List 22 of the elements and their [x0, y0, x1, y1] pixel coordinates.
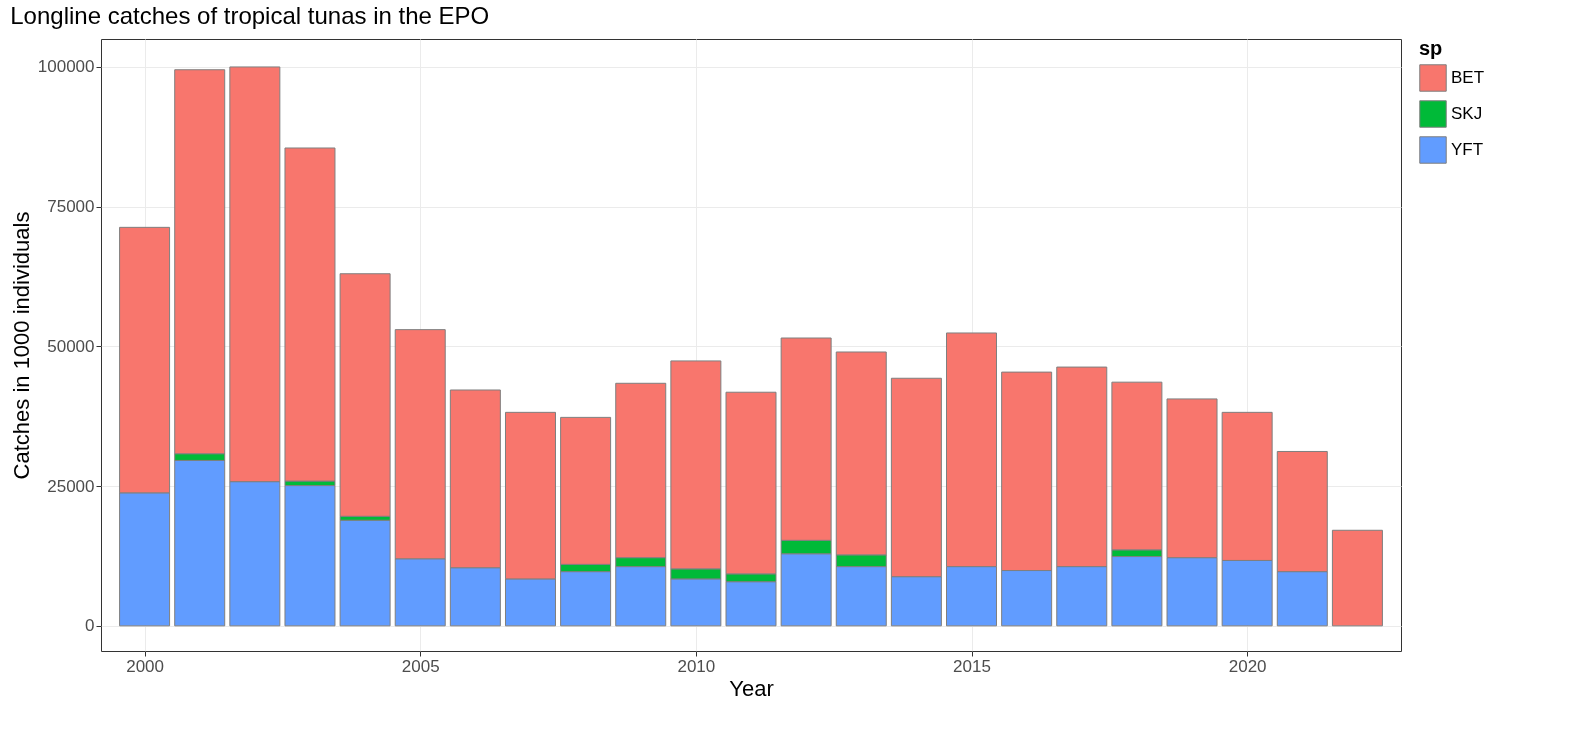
chart-title: Longline catches of tropical tunas in the EPO: [10, 2, 490, 29]
x-axis-title: Year: [729, 675, 774, 701]
legend-label: BET: [1451, 68, 1485, 87]
bar: [339, 273, 391, 517]
y-tick-label: 25000: [47, 476, 95, 496]
bar: [1331, 529, 1383, 627]
x-tick-label: 2015: [953, 656, 991, 676]
y-tick-label: 75000: [47, 197, 95, 217]
y-tick-label: 0: [85, 616, 95, 636]
legend-label: SKJ: [1451, 104, 1483, 123]
bar: [284, 485, 336, 627]
legend-label: YFT: [1451, 140, 1484, 159]
bar: [284, 147, 336, 482]
y-tick-label: 50000: [47, 336, 95, 356]
x-tick-label: 2005: [401, 656, 440, 676]
bar: [339, 519, 391, 627]
x-tick-label: 2000: [126, 656, 164, 676]
legend-title: sp: [1419, 37, 1443, 59]
y-tick-label: 100000: [37, 57, 95, 77]
x-tick-label: 2020: [1228, 656, 1267, 676]
y-axis-title: Catches in 1000 individuals: [8, 211, 34, 480]
x-tick-label: 2010: [677, 656, 716, 676]
